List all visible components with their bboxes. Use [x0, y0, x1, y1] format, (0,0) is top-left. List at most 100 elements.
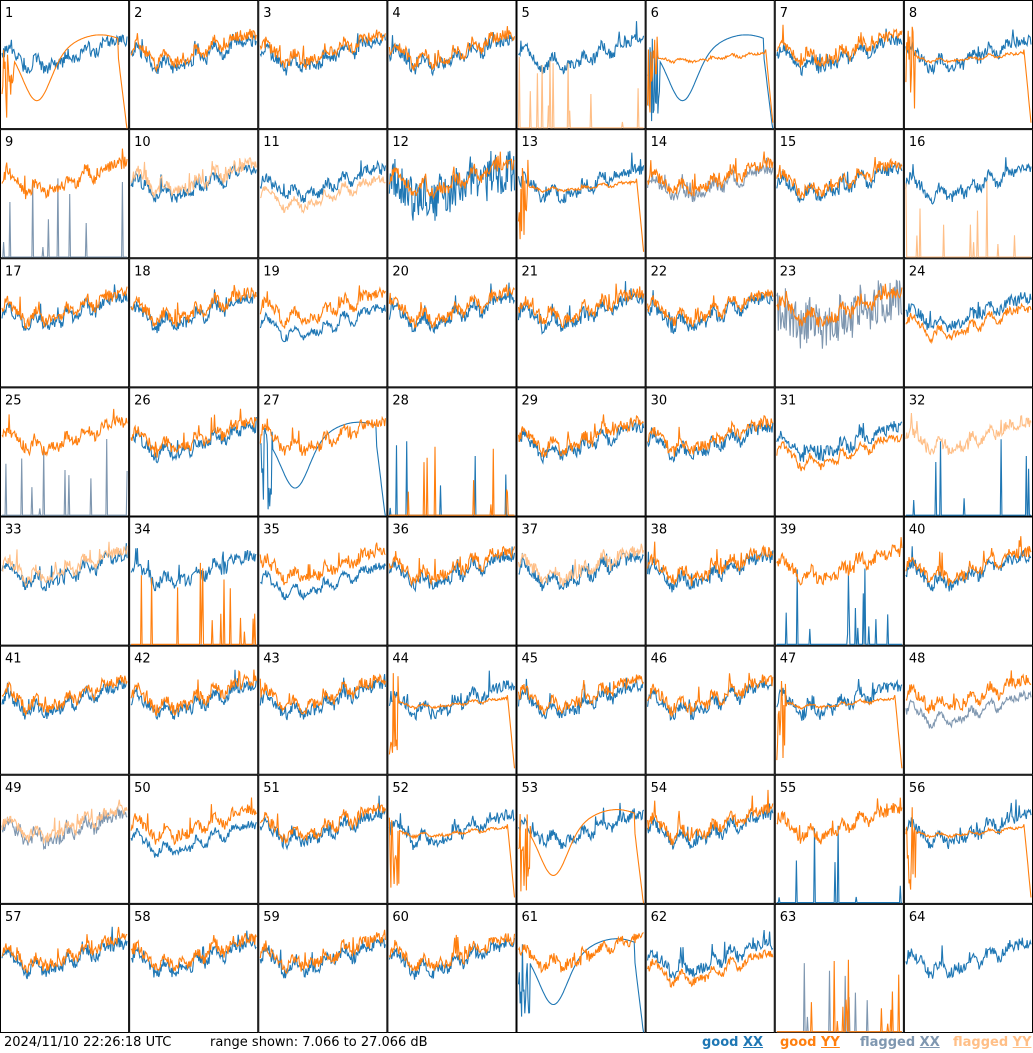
series-good-xx — [776, 679, 903, 721]
panel-4: 4 — [387, 0, 517, 130]
panel-label: 4 — [392, 6, 400, 21]
panel-33: 33 — [0, 516, 130, 646]
panel-60: 60 — [387, 903, 517, 1033]
series-good-yy — [130, 408, 257, 458]
panel-43: 43 — [258, 645, 388, 775]
panel-26: 26 — [129, 387, 259, 517]
panel-frame — [516, 903, 646, 1033]
series-flagged-yy — [259, 175, 386, 214]
panel-15: 15 — [774, 129, 904, 259]
series-good-yy — [259, 929, 386, 975]
series-good-xx — [905, 439, 1031, 516]
series-good-yy — [259, 673, 386, 715]
panel-11: 11 — [258, 129, 388, 259]
panel-label: 15 — [780, 135, 797, 150]
panel-frame — [903, 516, 1033, 646]
panel-label: 33 — [5, 523, 22, 538]
panel-5: 5 — [516, 0, 646, 130]
series-good-yy — [647, 949, 774, 988]
panel-label: 60 — [392, 910, 409, 925]
series-good-yy — [259, 803, 386, 844]
series-good-yy — [647, 672, 774, 718]
series-good-xx — [905, 937, 1032, 979]
panel-9: 9 — [0, 129, 130, 259]
series-flagged-yy — [1, 799, 128, 844]
panel-label: 44 — [392, 652, 409, 667]
panel-frame — [774, 387, 904, 517]
series-good-xx — [776, 421, 903, 462]
footer: 2024/11/10 22:26:18 UTC range shown: 7.0… — [0, 1033, 1033, 1053]
series-good-yy — [388, 151, 515, 200]
series-good-xx — [776, 825, 902, 904]
panel-label: 62 — [651, 910, 668, 925]
panel-42: 42 — [129, 645, 259, 775]
panel-label: 46 — [651, 652, 668, 667]
panel-label: 17 — [5, 264, 22, 279]
timestamp: 2024/11/10 22:26:18 UTC — [4, 1035, 172, 1050]
series-good-yy — [776, 283, 903, 328]
panel-3: 3 — [258, 0, 388, 130]
panel-label: 21 — [522, 264, 539, 279]
series-good-xx — [130, 416, 257, 464]
panel-1: 1 — [0, 0, 130, 130]
panel-50: 50 — [129, 774, 259, 904]
series-flagged-xx — [2, 438, 128, 516]
series-good-yy — [776, 24, 903, 68]
panel-6: 6 — [645, 0, 775, 130]
series-good-yy — [389, 446, 515, 516]
panel-23: 23 — [774, 258, 904, 388]
series-good-yy — [776, 156, 903, 200]
panel-label: 23 — [780, 264, 797, 279]
series-good-xx — [388, 32, 515, 77]
panel-16: 16 — [903, 129, 1033, 259]
panel-label: 63 — [780, 910, 797, 925]
series-good-yy — [517, 159, 645, 252]
series-flagged-xx — [2, 178, 128, 258]
panel-7: 7 — [774, 0, 904, 130]
panel-14: 14 — [645, 129, 775, 259]
panel-frame — [387, 387, 517, 517]
legend-prefix: good — [702, 1035, 743, 1050]
panel-label: 11 — [263, 135, 280, 150]
panel-label: 24 — [909, 264, 926, 279]
series-good-yy — [905, 807, 1032, 898]
panel-46: 46 — [645, 645, 775, 775]
series-flagged-yy — [1, 541, 128, 588]
panel-label: 28 — [392, 393, 409, 408]
series-good-xx — [1, 34, 128, 74]
panel-51: 51 — [258, 774, 388, 904]
panel-frame — [129, 903, 259, 1033]
panel-label: 34 — [134, 523, 151, 538]
series-good-yy — [259, 415, 386, 456]
panel-label: 5 — [522, 6, 530, 21]
panel-35: 35 — [258, 516, 388, 646]
panel-56: 56 — [903, 774, 1033, 904]
series-good-yy — [647, 289, 774, 328]
panel-label: 31 — [780, 393, 797, 408]
panel-label: 36 — [392, 523, 409, 538]
series-flagged-yy — [517, 543, 645, 588]
series-flagged-yy — [130, 156, 257, 199]
panel-label: 22 — [651, 264, 668, 279]
panel-48: 48 — [903, 645, 1033, 775]
series-good-yy — [388, 673, 516, 769]
panel-frame — [516, 774, 646, 904]
panel-label: 45 — [522, 652, 539, 667]
panel-label: 20 — [392, 264, 409, 279]
panel-label: 27 — [263, 393, 280, 408]
panel-18: 18 — [129, 258, 259, 388]
panel-24: 24 — [903, 258, 1033, 388]
series-good-xx — [905, 546, 1032, 592]
panel-label: 1 — [5, 6, 13, 21]
panel-27: 27 — [258, 387, 388, 517]
series-good-yy — [905, 536, 1032, 587]
panel-36: 36 — [387, 516, 517, 646]
panel-10: 10 — [129, 129, 259, 259]
panel-label: 7 — [780, 6, 788, 21]
panel-frame — [129, 774, 259, 904]
panel-38: 38 — [645, 516, 775, 646]
panel-label: 32 — [909, 393, 926, 408]
legend-good-yy: good YY — [780, 1035, 840, 1050]
series-good-yy — [130, 284, 257, 328]
series-good-yy — [1, 926, 128, 974]
